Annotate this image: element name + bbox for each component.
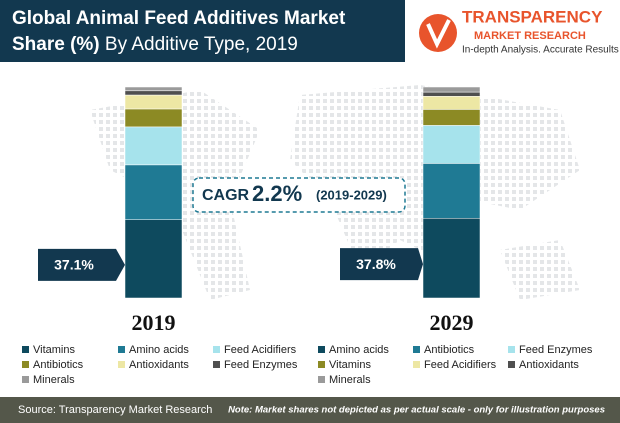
legend-label: Antibiotics <box>33 359 84 371</box>
legend-swatch <box>508 361 515 368</box>
bar-segment <box>124 219 183 299</box>
bar-segment <box>422 96 481 110</box>
bar-segment <box>124 94 183 110</box>
title-box <box>0 0 405 62</box>
callout-box <box>38 248 125 281</box>
legend-label: Antioxidants <box>519 359 579 371</box>
logo-sub: MARKET RESEARCH <box>474 30 586 42</box>
cagr-period: (2019-2029) <box>316 187 387 202</box>
bar-segment <box>422 163 481 219</box>
legend-label: Minerals <box>33 374 75 386</box>
legend-swatch <box>118 361 125 368</box>
title-line: Share (%) By Additive Type, 2019 <box>12 34 298 55</box>
title-bold: Share (%) <box>12 34 100 55</box>
legend-swatch <box>318 376 325 383</box>
cagr-value: 2.2% <box>252 181 302 206</box>
bar-segment <box>422 217 481 299</box>
logo-name: TRANSPARENCY <box>462 7 603 26</box>
x-tick-label: 2029 <box>430 310 474 335</box>
legend-label: Feed Enzymes <box>224 359 298 371</box>
source: Source: Transparency Market Research <box>18 404 212 416</box>
legend-label: Feed Enzymes <box>519 344 593 356</box>
legend-swatch <box>413 346 420 353</box>
x-tick-label: 2019 <box>132 310 176 335</box>
legend-label: Vitamins <box>33 344 75 356</box>
bar-segment <box>124 90 183 96</box>
legend-label: Vitamins <box>329 359 371 371</box>
legend-label: Antioxidants <box>129 359 189 371</box>
legend-label: Feed Acidifiers <box>224 344 297 356</box>
legend-swatch <box>318 361 325 368</box>
legend-label: Amino acids <box>129 344 189 356</box>
legend-swatch <box>22 361 29 368</box>
callout-box <box>340 248 423 281</box>
title-rest: By Additive Type, 2019 <box>105 34 298 55</box>
cagr-label: CAGR <box>202 187 250 204</box>
logo-tagline: In-depth Analysis. Accurate Results <box>462 45 619 56</box>
legend-label: Antibiotics <box>424 344 475 356</box>
value-label: 37.8% <box>356 256 396 272</box>
legend-swatch <box>22 376 29 383</box>
bar-segment <box>124 108 183 128</box>
note: Note: Market shares not depicted as per … <box>228 405 605 416</box>
bar-segment <box>124 86 183 92</box>
footer-bar <box>0 397 620 423</box>
bar-segment <box>124 164 183 220</box>
legend-label: Amino acids <box>329 344 389 356</box>
value-label: 37.1% <box>54 257 94 273</box>
bar-segment <box>422 125 481 164</box>
legend-swatch <box>213 346 220 353</box>
logo-check <box>426 19 451 49</box>
legend-swatch <box>318 346 325 353</box>
legend-swatch <box>213 361 220 368</box>
legend-label: Feed Acidifiers <box>424 359 497 371</box>
legend-label: Minerals <box>329 374 371 386</box>
bar-segment <box>422 109 481 126</box>
bar-segment <box>422 86 481 93</box>
cagr-box <box>192 177 406 213</box>
legend-swatch <box>118 346 125 353</box>
legend-swatch <box>508 346 515 353</box>
title-line: Global Animal Feed Additives Market <box>12 8 346 29</box>
bar-segment <box>422 91 481 97</box>
legend-swatch <box>22 346 29 353</box>
legend-swatch <box>413 361 420 368</box>
bar-segment <box>124 126 183 166</box>
